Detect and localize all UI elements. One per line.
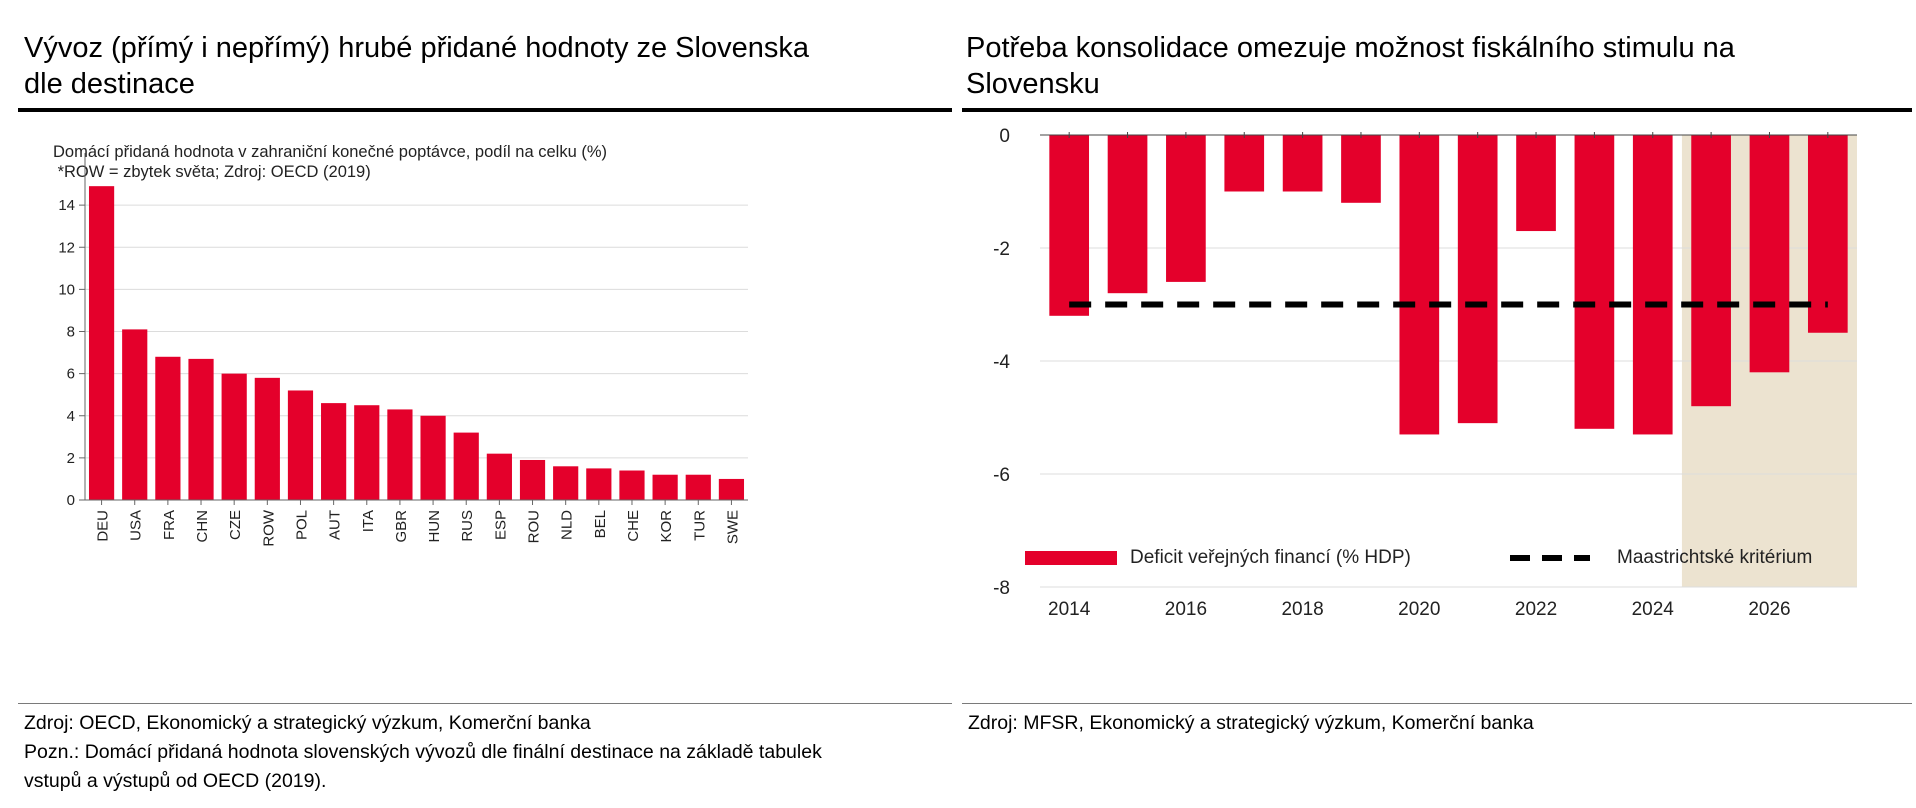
left-y-tick-label: 12 <box>58 239 75 256</box>
left-x-tick-label: ROW <box>260 509 277 547</box>
left-x-tick-label: FRA <box>161 510 178 540</box>
left-title-line1: Vývoz (přímý i nepřímý) hrubé přidané ho… <box>24 32 809 64</box>
legend-label-deficit: Deficit veřejných financí (% HDP) <box>1130 547 1411 568</box>
left-x-tick-label: SWE <box>724 510 741 544</box>
right-x-tick-label: 2024 <box>1632 599 1675 620</box>
deficit-bar-2017 <box>1224 135 1265 192</box>
deficit-bar-2025 <box>1691 135 1731 407</box>
left-x-tick-label: ROU <box>526 510 543 543</box>
left-x-tick-label: GBR <box>393 510 410 543</box>
left-bar-ita <box>354 405 380 500</box>
left-x-tick-label: KOR <box>658 510 675 543</box>
left-panel-title: Vývoz (přímý i nepřímý) hrubé přidané ho… <box>24 30 944 102</box>
left-bar-cze <box>221 373 247 500</box>
left-bar-row <box>254 377 280 500</box>
right-x-tick-label: 2022 <box>1515 599 1557 620</box>
left-y-tick-label: 8 <box>67 324 75 341</box>
right-footer-rule <box>962 703 1912 704</box>
right-x-tick-label: 2014 <box>1048 599 1091 620</box>
left-x-tick-label: HUN <box>426 510 443 543</box>
left-y-tick-label: 0 <box>67 492 75 509</box>
left-x-tick-label: BEL <box>592 510 609 538</box>
left-bar-rus <box>453 432 479 500</box>
right-y-tick-label: -2 <box>993 239 1010 260</box>
left-y-tick-label: 6 <box>67 366 75 383</box>
right-x-tick-label: 2026 <box>1748 599 1790 620</box>
right-source: Zdroj: MFSR, Ekonomický a strategický vý… <box>968 712 1534 734</box>
right-y-tick-label: 0 <box>999 126 1010 147</box>
left-title-rule <box>18 108 952 112</box>
left-x-tick-label: USA <box>128 510 145 541</box>
deficit-bar-2024 <box>1632 135 1673 435</box>
right-panel-title: Potřeba konsolidace omezuje možnost fisk… <box>966 30 1906 102</box>
left-y-tick-label: 14 <box>58 197 75 214</box>
left-x-tick-label: POL <box>293 510 310 540</box>
left-y-tick-label: 4 <box>67 408 75 425</box>
left-bar-pol <box>287 390 314 500</box>
left-x-tick-label: CHE <box>625 510 642 542</box>
left-x-tick-label: CZE <box>227 510 244 540</box>
left-bar-hun <box>420 415 446 500</box>
right-y-tick-label: -4 <box>993 352 1010 373</box>
left-bar-nld <box>553 466 579 500</box>
left-bar-che <box>619 470 645 500</box>
deficit-bar-2019 <box>1341 135 1381 203</box>
left-footnote: Zdroj: OECD, Ekonomický a strategický vý… <box>24 709 944 796</box>
left-chart-subtitle-1: Domácí přidaná hodnota v zahraniční kone… <box>53 143 607 161</box>
left-x-tick-label: ESP <box>492 510 509 540</box>
left-bar-esp <box>486 453 512 500</box>
right-title-line2: Slovensku <box>966 68 1100 100</box>
left-x-tick-label: DEU <box>95 510 112 542</box>
left-bar-kor <box>652 474 678 500</box>
left-bar-bel <box>586 468 612 500</box>
left-chart-subtitle-2: *ROW = zbytek světa; Zdroj: OECD (2019) <box>53 163 371 181</box>
right-title-line1: Potřeba konsolidace omezuje možnost fisk… <box>966 32 1735 64</box>
left-bar-rou <box>519 459 546 500</box>
left-x-tick-label: NLD <box>559 510 576 540</box>
left-y-tick-label: 10 <box>58 281 75 298</box>
left-x-tick-label: AUT <box>327 510 344 540</box>
right-bar-chart: 0 -2 -4 -6 -8 2014 2016 2018 2020 2022 2024 2026 D… <box>993 126 1857 620</box>
deficit-bar-2021 <box>1457 135 1498 424</box>
legend-swatch-deficit <box>1025 551 1117 565</box>
left-bar-usa <box>122 329 148 500</box>
deficit-bar-2023 <box>1574 135 1615 429</box>
right-x-tick-label: 2020 <box>1398 599 1440 620</box>
left-note-line1: Pozn.: Domácí přidaná hodnota slovenskýc… <box>24 741 822 763</box>
deficit-bar-2016 <box>1166 135 1206 282</box>
left-y-tick-label: 2 <box>67 450 75 467</box>
left-footer-rule <box>18 703 952 704</box>
left-bar-gbr <box>387 409 413 500</box>
deficit-bar-2022 <box>1516 135 1556 232</box>
left-bar-chart: Domácí přidaná hodnota v zahraniční kone… <box>53 143 748 547</box>
left-x-tick-label: RUS <box>459 510 476 542</box>
left-bar-fra <box>155 356 181 500</box>
deficit-bar-2014 <box>1049 135 1090 316</box>
deficit-bar-2020 <box>1399 135 1440 435</box>
deficit-bar-2027 <box>1807 135 1848 333</box>
left-x-tick-label: ITA <box>360 510 377 532</box>
left-bar-tur <box>685 474 711 500</box>
deficit-bar-2015 <box>1107 135 1148 294</box>
left-x-tick-label: CHN <box>194 510 211 543</box>
right-y-tick-label: -6 <box>993 465 1010 486</box>
right-x-tick-label: 2016 <box>1165 599 1207 620</box>
left-x-tick-label: TUR <box>691 510 708 541</box>
left-bar-swe <box>718 478 745 500</box>
right-x-tick-label: 2018 <box>1281 599 1323 620</box>
left-note-line2: vstupů a výstupů od OECD (2019). <box>24 770 327 792</box>
left-source: Zdroj: OECD, Ekonomický a strategický vý… <box>24 712 591 734</box>
deficit-bar-2018 <box>1282 135 1323 192</box>
left-bar-chn <box>188 358 214 500</box>
right-title-rule <box>962 108 1912 112</box>
deficit-bar-2026 <box>1749 135 1790 373</box>
right-y-tick-label: -8 <box>993 578 1010 599</box>
right-footnote: Zdroj: MFSR, Ekonomický a strategický vý… <box>968 709 1898 738</box>
legend-label-maastricht: Maastrichtské kritérium <box>1617 547 1812 568</box>
left-bar-aut <box>321 403 347 500</box>
left-bar-deu <box>88 186 115 500</box>
left-title-line2: dle destinace <box>24 68 195 100</box>
